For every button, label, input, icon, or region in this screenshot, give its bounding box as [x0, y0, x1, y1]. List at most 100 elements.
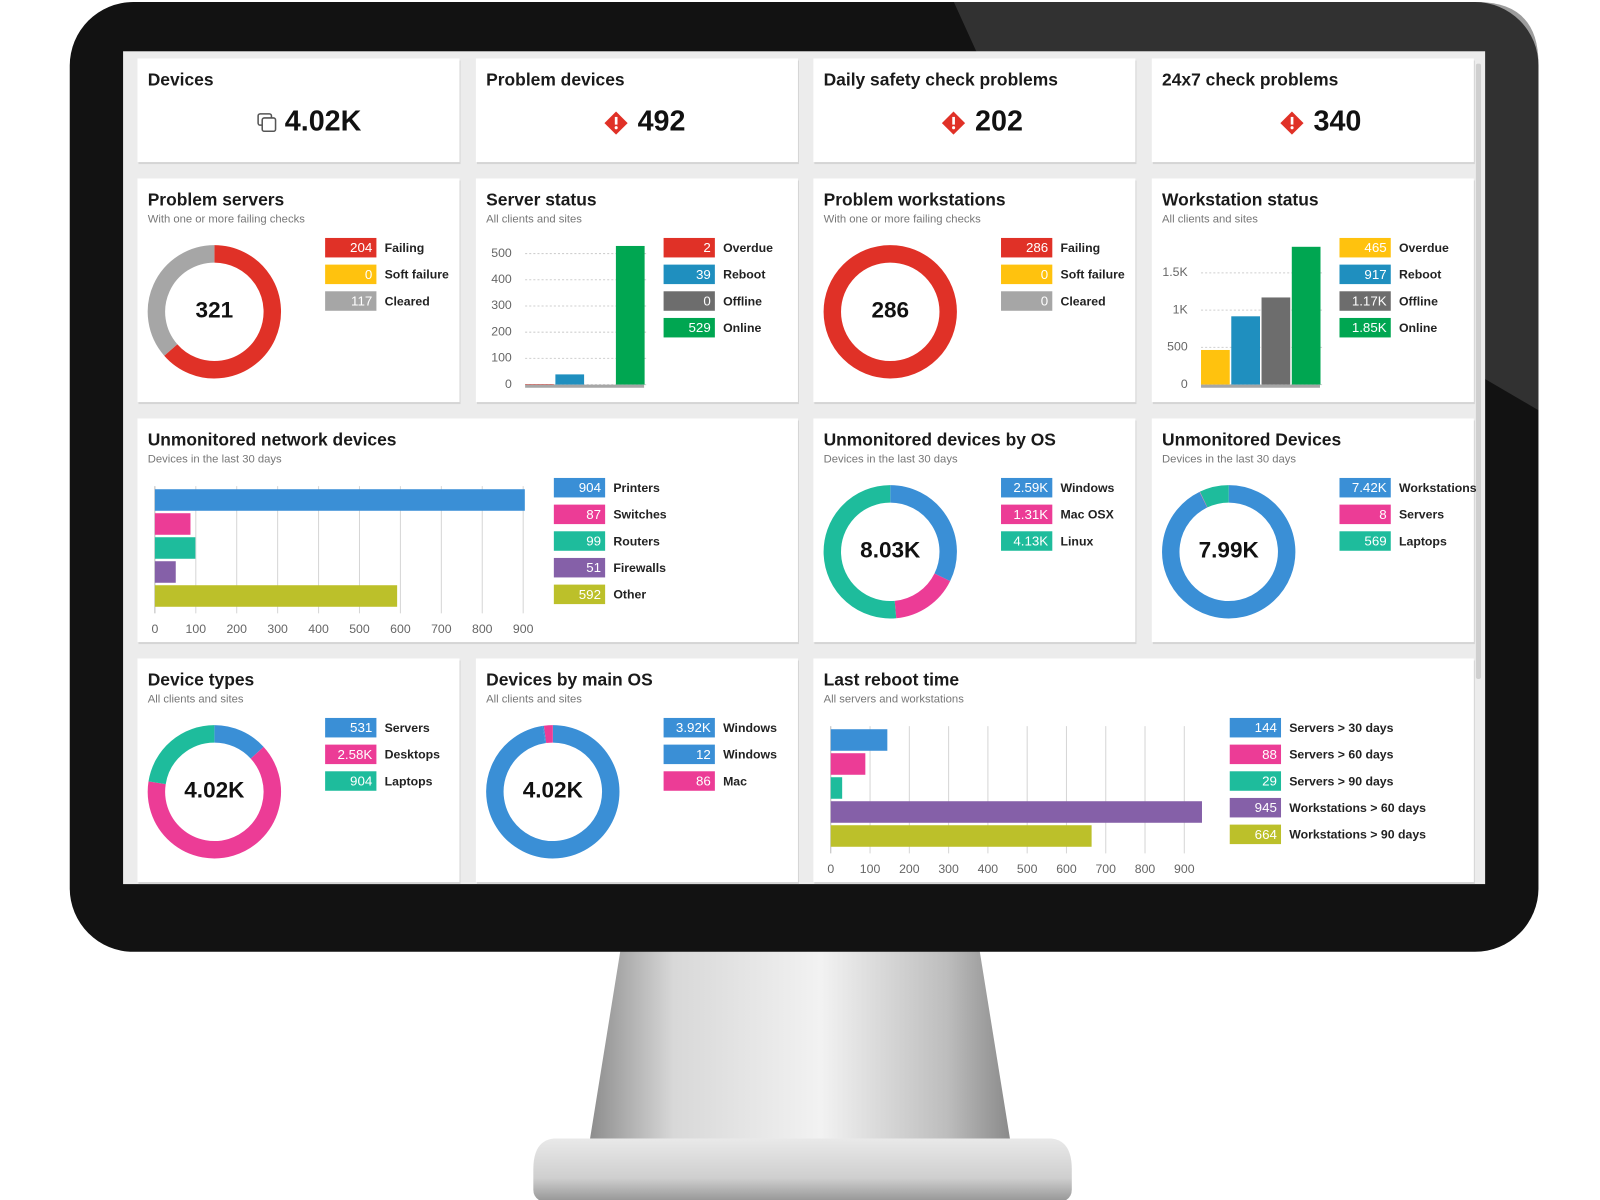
bar — [154, 537, 196, 559]
x-tick-label: 400 — [978, 862, 999, 876]
legend-label: Workstations > 60 days — [1289, 801, 1426, 815]
legend-label: Laptops — [1399, 534, 1447, 548]
y-tick-label: 500 — [1167, 340, 1188, 354]
widget-subtitle: All clients and sites — [1162, 213, 1258, 225]
legend-value: 904 — [350, 774, 373, 789]
legend-swatch — [663, 717, 715, 738]
legend-value: 0 — [703, 294, 710, 309]
legend-swatch — [553, 477, 606, 498]
widget-subtitle: All clients and sites — [148, 693, 244, 705]
dashboard: Devices 4.02K Problem devices 492 Daily safe… — [137, 58, 1477, 885]
legend-label: Online — [723, 321, 761, 335]
legend-value: 117 — [351, 294, 372, 309]
widget-title: Unmonitored Devices — [1162, 430, 1341, 450]
legend-label: Offline — [1399, 294, 1438, 308]
x-tick-label: 500 — [349, 622, 370, 636]
legend-label: Reboot — [1399, 268, 1441, 282]
legend-value: 8 — [1379, 507, 1386, 522]
y-tick-label: 0 — [505, 377, 512, 391]
legend-label: Reboot — [723, 268, 765, 282]
legend-value: 286 — [1026, 240, 1048, 255]
legend-value: 87 — [586, 507, 601, 522]
legend-label: Mac OSX — [1061, 508, 1115, 522]
legend-label: Offline — [723, 294, 762, 308]
legend-label: Soft failure — [385, 268, 449, 282]
bar — [615, 245, 645, 385]
bar — [154, 585, 398, 607]
legend-value: 569 — [1364, 534, 1386, 549]
legend-swatch — [325, 264, 377, 285]
legend-value: 204 — [350, 240, 373, 255]
legend-label: Online — [1399, 321, 1437, 335]
legend-label: Switches — [613, 508, 666, 522]
widget-subtitle: All clients and sites — [486, 693, 582, 705]
x-tick-label: 100 — [186, 622, 207, 636]
legend-value: 917 — [1364, 267, 1386, 282]
warning-dot — [1290, 126, 1294, 130]
legend-value: 4.13K — [1013, 534, 1048, 549]
donut-center: 4.02K — [184, 778, 245, 803]
bar — [830, 729, 888, 751]
widget-title: Device types — [148, 670, 255, 690]
warning-mark — [614, 116, 618, 125]
stat-value: 202 — [975, 106, 1023, 138]
stat-value: 340 — [1313, 106, 1361, 138]
widget-subtitle: Devices in the last 30 days — [824, 453, 958, 465]
y-tick-label: 1.5K — [1162, 265, 1188, 279]
legend-swatch — [1339, 531, 1391, 551]
legend-value: 51 — [586, 560, 601, 575]
bar — [154, 489, 525, 511]
card — [137, 58, 460, 163]
legend-value: 3.92K — [676, 720, 711, 735]
widget-title: Problem devices — [486, 70, 624, 90]
bar — [154, 561, 176, 583]
legend-swatch — [325, 237, 377, 258]
legend-swatch — [1001, 237, 1053, 258]
donut-center: 286 — [871, 298, 909, 323]
donut-segment — [889, 485, 957, 582]
x-tick-label: 900 — [513, 622, 534, 636]
x-tick-label: 700 — [1095, 862, 1116, 876]
legend-value: 144 — [1255, 720, 1278, 735]
legend-label: Laptops — [385, 774, 433, 788]
legend-value: 1.17K — [1352, 294, 1387, 309]
x-tick-label: 0 — [151, 622, 158, 636]
donut-center: 7.99K — [1199, 538, 1260, 563]
widget-card: Problem devices 492 — [475, 58, 799, 165]
legend-label: Overdue — [1399, 241, 1449, 255]
donut-segment — [164, 245, 281, 379]
card — [475, 58, 798, 163]
widget-title: Problem servers — [148, 190, 285, 210]
scrollbar — [1475, 63, 1482, 679]
widget-card: 24x7 check problems 340 — [1151, 58, 1475, 165]
warning-mark — [952, 116, 955, 125]
legend-label: Servers — [385, 721, 430, 735]
legend-label: Workstations > 90 days — [1289, 828, 1426, 842]
widget-subtitle: Devices in the last 30 days — [148, 453, 282, 465]
widget-card: Device types All clients and sites 4.02K 53… — [137, 658, 461, 885]
legend-value: 29 — [1262, 774, 1277, 789]
legend-swatch — [325, 744, 377, 765]
donut-segment — [213, 725, 264, 759]
legend-label: Servers > 30 days — [1289, 721, 1393, 735]
donut-segment — [1162, 485, 1296, 619]
legend-swatch — [553, 584, 606, 605]
legend-swatch — [1001, 264, 1053, 285]
legend-swatch — [663, 744, 715, 765]
widget-subtitle: Devices in the last 30 days — [1162, 453, 1296, 465]
donut-center: 8.03K — [860, 538, 921, 563]
legend-label: Workstations — [1399, 481, 1477, 495]
legend-swatch — [1001, 531, 1053, 551]
x-tick-label: 500 — [1017, 862, 1038, 876]
legend-swatch — [663, 771, 715, 791]
legend-swatch — [1339, 291, 1391, 311]
widget-title: Devices by main OS — [486, 670, 653, 690]
legend-value: 1.85K — [1352, 320, 1387, 335]
card — [813, 58, 1136, 163]
donut-segment — [823, 245, 957, 379]
widget-subtitle: All servers and workstations — [824, 693, 965, 705]
donut-segment — [486, 725, 620, 859]
legend-label: Soft failure — [1061, 268, 1125, 282]
legend-swatch — [1339, 504, 1391, 525]
